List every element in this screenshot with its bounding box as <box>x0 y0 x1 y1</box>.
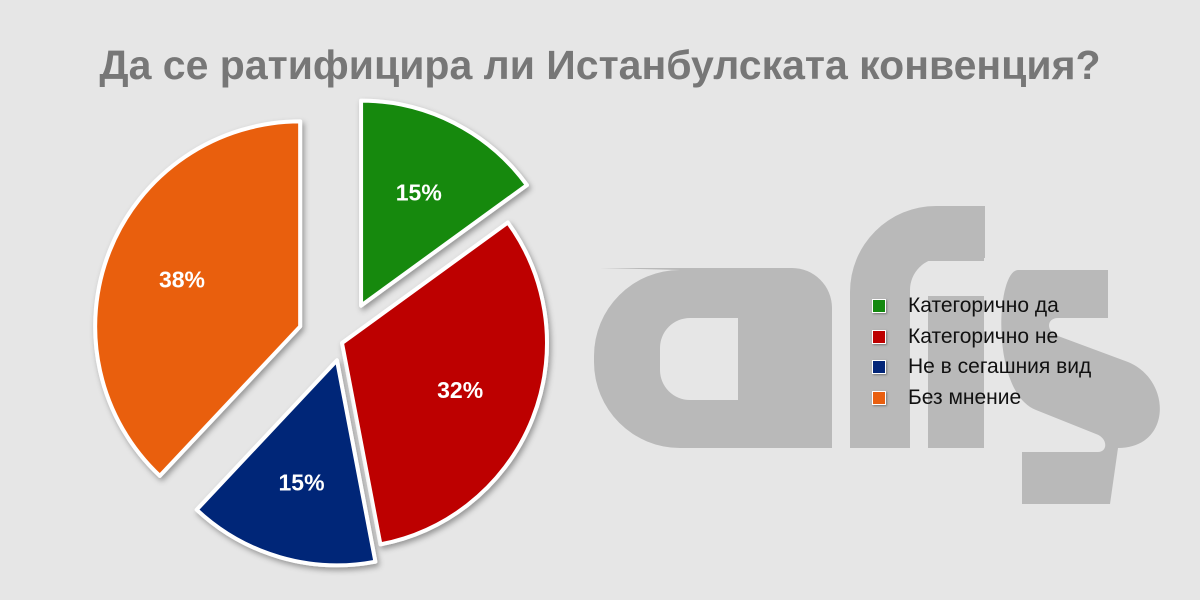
legend-swatch-1 <box>872 299 886 314</box>
watermark-letter-s <box>1001 270 1160 504</box>
legend-item-1: Категорично да <box>872 291 1091 322</box>
watermark-letter-f <box>850 206 985 448</box>
watermark-letter-i-stem <box>928 296 984 448</box>
pie-slice-4 <box>93 119 303 478</box>
pie-data-label-4: 38% <box>159 267 205 293</box>
watermark-letter-a <box>594 268 832 448</box>
pie-slice-1 <box>359 98 529 308</box>
pie-data-label-3: 15% <box>278 469 324 495</box>
legend-swatch-3 <box>872 360 886 375</box>
legend-label-2: Категорично не <box>908 324 1059 348</box>
legend-item-4: Без мнение <box>872 383 1091 414</box>
chart-title: Да се ратифицира ли Истанбулската конвен… <box>99 42 1101 88</box>
pie-slice-2 <box>340 220 549 547</box>
legend-swatch-2 <box>872 329 886 344</box>
afis-logo-watermark <box>594 206 1160 504</box>
legend-item-2: Категорично не <box>872 322 1091 353</box>
pie-data-label-2: 32% <box>437 377 483 403</box>
pie-plot-area: 15% 32% 15% 38% <box>93 98 549 568</box>
legend-swatch-4 <box>872 390 886 405</box>
watermark-letter-i-dot <box>928 215 984 261</box>
legend-item-3: Не в сегашния вид <box>872 352 1091 383</box>
pie-data-label-1: 15% <box>396 179 442 205</box>
pie-slice-3 <box>194 358 378 568</box>
legend-label-1: Категорично да <box>908 294 1059 318</box>
legend-label-4: Без мнение <box>908 385 1022 409</box>
chart-legend: Категорично да Категорично не Не в сегашни… <box>872 291 1091 413</box>
legend-label-3: Не в сегашния вид <box>908 355 1092 379</box>
